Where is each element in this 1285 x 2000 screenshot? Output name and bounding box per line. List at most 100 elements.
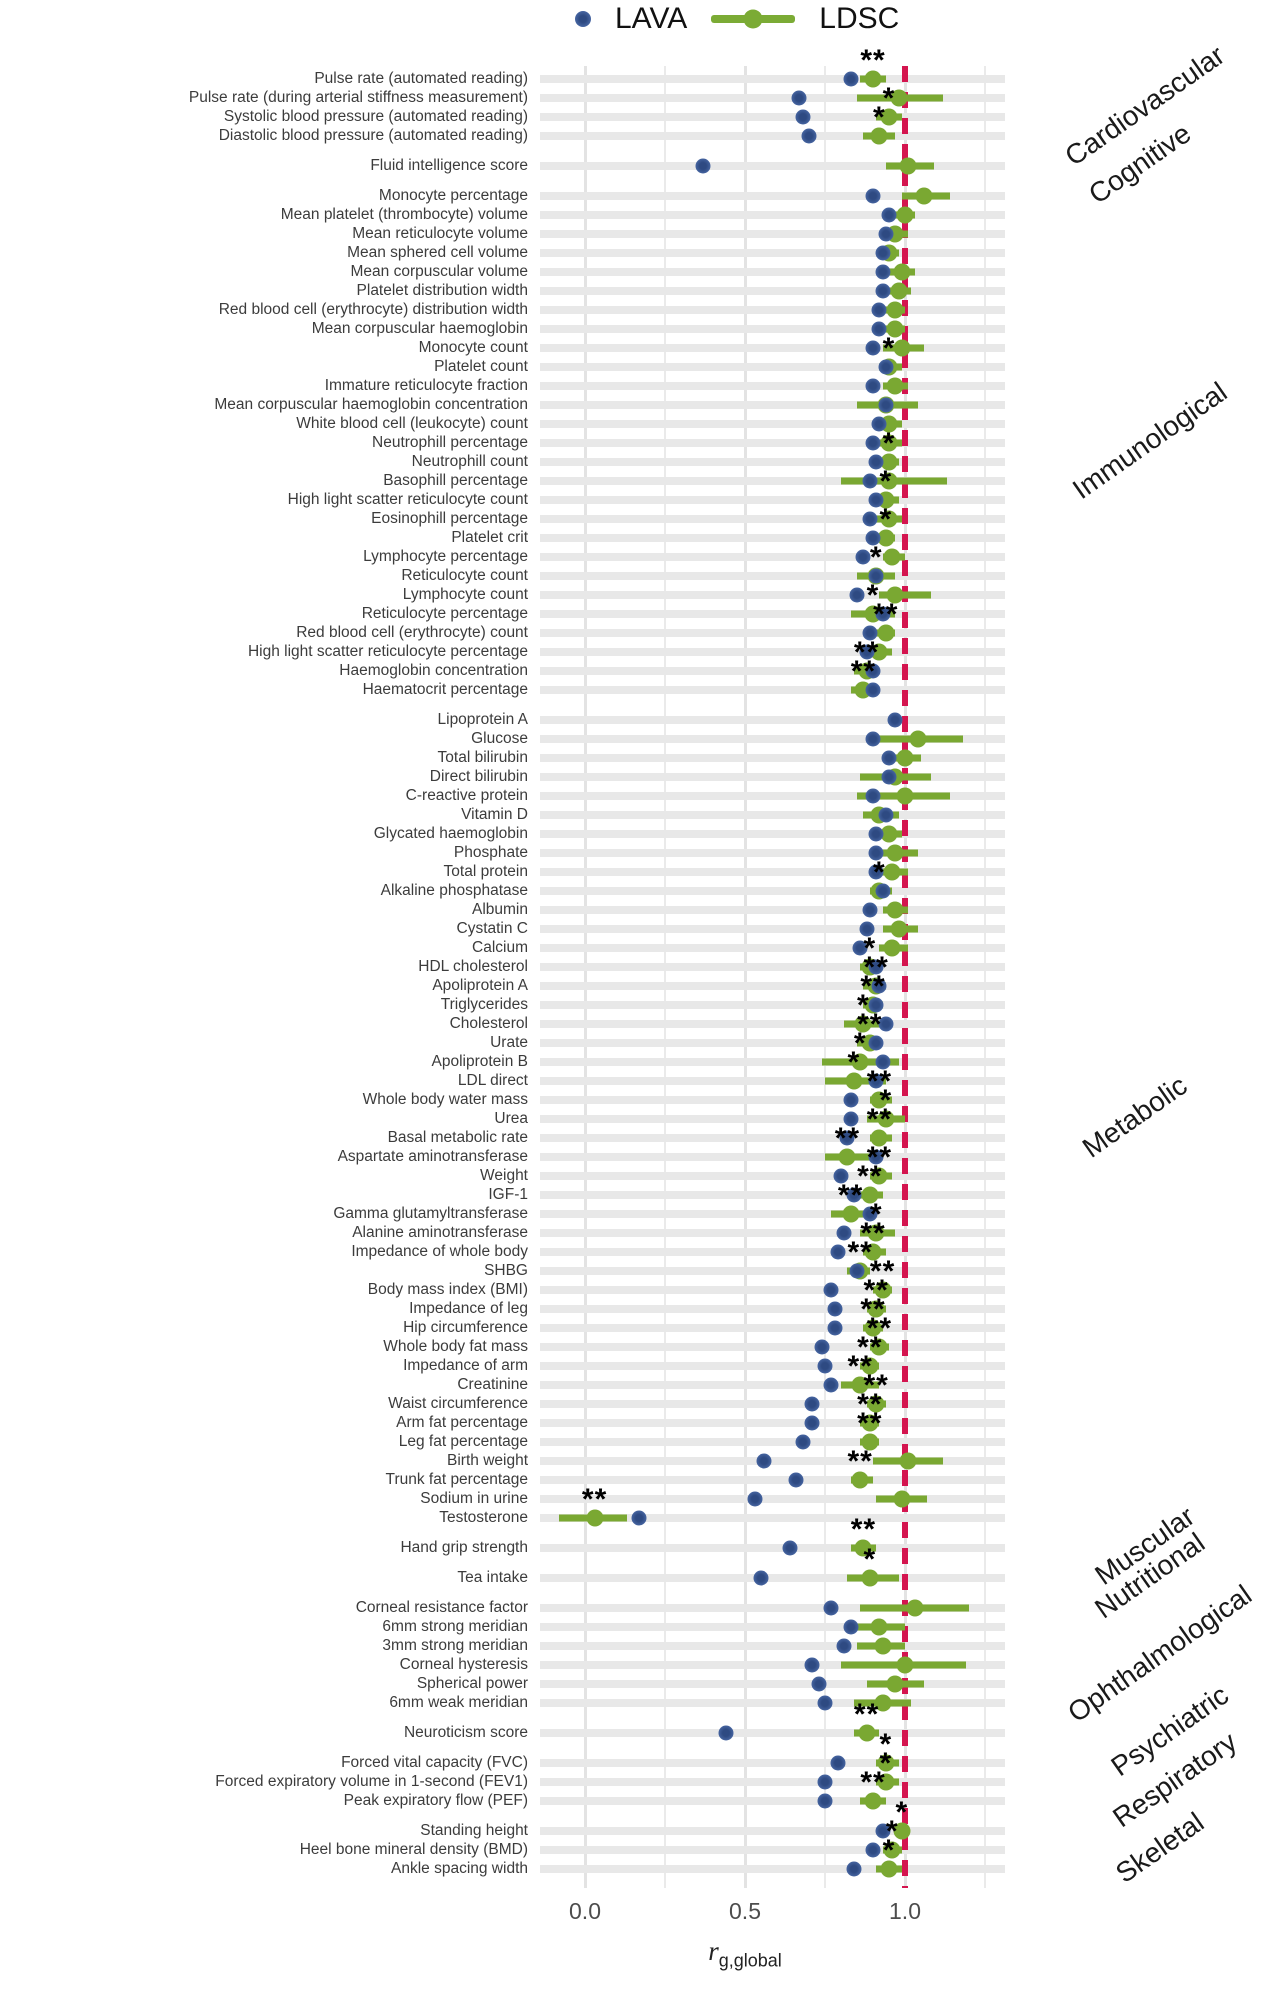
significance-label: * xyxy=(879,1747,893,1780)
row-stripe xyxy=(540,1476,1005,1484)
row-stripe xyxy=(540,1229,1005,1237)
row-stripe xyxy=(540,1846,1005,1854)
row-stripe xyxy=(540,1210,1005,1218)
row-label: Weight xyxy=(480,1167,528,1184)
ldsc-point xyxy=(851,1053,869,1071)
lava-point xyxy=(817,1793,833,1809)
lava-point xyxy=(871,416,887,432)
row-stripe xyxy=(540,1286,1005,1294)
lava-point xyxy=(833,1168,849,1184)
significance-label: * xyxy=(873,856,886,889)
ldsc-point xyxy=(886,377,904,395)
row-label: Cystatin C xyxy=(456,920,529,937)
ldsc-point xyxy=(870,1091,888,1109)
row-label: Haemoglobin concentration xyxy=(339,662,528,679)
lava-point xyxy=(804,1657,820,1673)
lava-point xyxy=(868,568,884,584)
row-stripe xyxy=(540,401,1005,409)
row-label: Gamma glutamyltransferase xyxy=(333,1205,528,1222)
ldsc-point xyxy=(851,1376,869,1394)
row-stripe xyxy=(540,344,1005,352)
row-stripe xyxy=(540,811,1005,819)
lava-point xyxy=(865,435,881,451)
ldsc-point xyxy=(886,1675,904,1693)
lava-point xyxy=(852,940,868,956)
row-stripe xyxy=(540,382,1005,390)
lava-point xyxy=(801,128,817,144)
row-label: Basophill percentage xyxy=(383,472,528,489)
significance-label: * xyxy=(866,579,880,612)
row-stripe xyxy=(540,439,1005,447)
lava-point xyxy=(804,1415,820,1431)
lava-point xyxy=(843,1619,859,1635)
row-label: High light scatter reticulocyte percenta… xyxy=(247,643,528,660)
gridline xyxy=(583,66,587,1888)
lava-point xyxy=(875,883,891,899)
ldsc-point xyxy=(890,920,908,938)
significance-label: ** xyxy=(866,1141,893,1174)
row-stripe xyxy=(540,230,1005,238)
row-stripe xyxy=(540,1343,1005,1351)
row-label: Calcium xyxy=(472,939,528,956)
ldsc-point xyxy=(864,1243,882,1261)
lava-point xyxy=(878,226,894,242)
ldsc-legend-label: LDSC xyxy=(819,2,900,35)
row-label: Mean sphered cell volume xyxy=(347,244,528,261)
lava-point xyxy=(881,769,897,785)
ldsc-point xyxy=(893,263,911,281)
row-label: Eosinophill percentage xyxy=(371,510,528,527)
lava-point xyxy=(846,1187,862,1203)
row-label: Ankle spacing width xyxy=(391,1860,528,1877)
row-stripe xyxy=(540,1248,1005,1256)
reference-line xyxy=(902,66,908,1888)
gridline xyxy=(664,66,666,1888)
significance-label: * xyxy=(879,465,893,498)
row-label: Neutrophill count xyxy=(411,453,528,470)
x-tick-label: 0.0 xyxy=(569,1898,601,1924)
ldsc-point xyxy=(877,1773,895,1791)
row-stripe xyxy=(540,1362,1005,1370)
row-stripe xyxy=(540,1172,1005,1180)
ldsc-point xyxy=(880,1860,898,1878)
x-axis-title-subscript: g,global xyxy=(718,1950,782,1971)
lava-point xyxy=(878,1016,894,1032)
lava-point xyxy=(862,511,878,527)
significance-label: * xyxy=(885,1815,899,1848)
lava-point xyxy=(881,750,897,766)
row-stripe xyxy=(540,1058,1005,1066)
significance-label: ** xyxy=(847,1236,873,1269)
row-label: Monocyte percentage xyxy=(378,187,528,204)
lava-point xyxy=(843,1092,859,1108)
row-label: Tea intake xyxy=(457,1569,528,1586)
row-stripe xyxy=(540,830,1005,838)
ldsc-point xyxy=(842,1205,860,1223)
row-label: Impedance of whole body xyxy=(351,1243,528,1260)
row-label: Standing height xyxy=(420,1822,528,1839)
row-stripe xyxy=(540,1305,1005,1313)
row-label: Pulse rate (automated reading) xyxy=(314,70,528,87)
row-stripe xyxy=(540,629,1005,637)
row-label: Glycated haemoglobin xyxy=(373,825,528,842)
row-label: 3mm strong meridian xyxy=(382,1637,528,1654)
lava-point xyxy=(753,1570,769,1586)
significance-label: ** xyxy=(863,1369,889,1402)
row-label: Diastolic blood pressure (automated read… xyxy=(218,127,528,144)
lava-point xyxy=(868,997,884,1013)
row-label: LDL direct xyxy=(457,1072,528,1089)
ldsc-point xyxy=(874,1637,892,1655)
ldsc-point xyxy=(909,730,927,748)
lava-legend-label: LAVA xyxy=(615,2,688,35)
row-stripe xyxy=(540,75,1005,83)
lava-point xyxy=(865,788,881,804)
ldsc-point xyxy=(870,1167,888,1185)
row-stripe xyxy=(540,1419,1005,1427)
ldsc-point xyxy=(886,844,904,862)
significance-label: ** xyxy=(853,1698,880,1731)
lava-point xyxy=(871,321,887,337)
lava-point xyxy=(881,207,897,223)
x-axis-title: rg,global xyxy=(708,1936,782,1971)
ldsc-point xyxy=(886,586,904,604)
significance-label: ** xyxy=(866,1065,893,1098)
lava-point xyxy=(865,682,881,698)
lava-point xyxy=(868,864,884,880)
